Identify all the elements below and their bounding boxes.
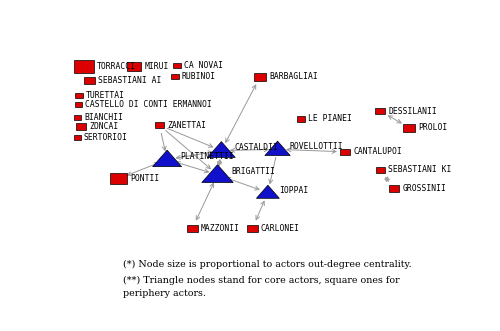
Bar	[388, 185, 399, 192]
Bar	[171, 74, 179, 79]
Bar	[173, 63, 181, 68]
Bar	[110, 173, 128, 184]
Bar	[376, 108, 385, 114]
Bar	[75, 93, 82, 98]
Text: TURETTAI: TURETTAI	[86, 91, 125, 100]
Text: PLATINETTII: PLATINETTII	[180, 152, 234, 161]
Bar	[404, 124, 415, 131]
Text: RUBINOI: RUBINOI	[182, 72, 216, 81]
Text: ZANETTAI: ZANETTAI	[167, 120, 206, 130]
Bar	[74, 135, 81, 140]
Text: PONTII: PONTII	[130, 174, 160, 183]
Bar	[296, 116, 305, 121]
Text: TORRACCI: TORRACCI	[97, 62, 136, 71]
Text: CANTALUPOI: CANTALUPOI	[354, 147, 402, 156]
Text: PROLOI: PROLOI	[418, 123, 448, 132]
Bar	[76, 123, 86, 130]
Text: GROSSINII: GROSSINII	[402, 184, 446, 193]
Bar	[247, 225, 258, 232]
Text: SEBASTIANI AI: SEBASTIANI AI	[98, 76, 162, 85]
Bar	[74, 60, 94, 73]
Bar	[74, 115, 81, 120]
Text: periphery actors.: periphery actors.	[122, 290, 206, 299]
Text: CA NOVAI: CA NOVAI	[184, 61, 223, 70]
Text: (**) Triangle nodes stand for core actors, square ones for: (**) Triangle nodes stand for core actor…	[122, 276, 399, 285]
Text: ZONCAI: ZONCAI	[89, 122, 118, 131]
Text: MAZZONII: MAZZONII	[200, 224, 239, 233]
Text: CASTELLO DI CONTI ERMANNOI: CASTELLO DI CONTI ERMANNOI	[86, 100, 212, 109]
Bar	[84, 77, 95, 84]
Bar	[75, 102, 82, 107]
Text: CARLONEI: CARLONEI	[260, 224, 300, 233]
Bar	[254, 73, 266, 80]
Text: LE PIANEI: LE PIANEI	[308, 114, 352, 123]
Text: BIANCHII: BIANCHII	[84, 113, 123, 122]
Text: IOPPAI: IOPPAI	[279, 186, 308, 195]
Bar	[340, 149, 350, 155]
Bar	[376, 167, 384, 172]
Text: SEBASTIANI KI: SEBASTIANI KI	[388, 165, 451, 174]
Bar	[127, 62, 142, 71]
Bar	[187, 225, 198, 232]
Text: MIRUI: MIRUI	[144, 62, 169, 71]
Text: CASTALDII: CASTALDII	[234, 143, 278, 153]
Text: (*) Node size is proportional to actors out-degree centrality.: (*) Node size is proportional to actors …	[122, 260, 411, 269]
Text: BRIGATTII: BRIGATTII	[232, 167, 275, 176]
Text: ROVELLOTTII: ROVELLOTTII	[290, 142, 343, 151]
Text: DESSILANII: DESSILANII	[388, 107, 437, 116]
Bar	[155, 122, 164, 128]
Text: SERTORIOI: SERTORIOI	[84, 133, 128, 142]
Text: BARBAGLIAI: BARBAGLIAI	[269, 72, 318, 81]
